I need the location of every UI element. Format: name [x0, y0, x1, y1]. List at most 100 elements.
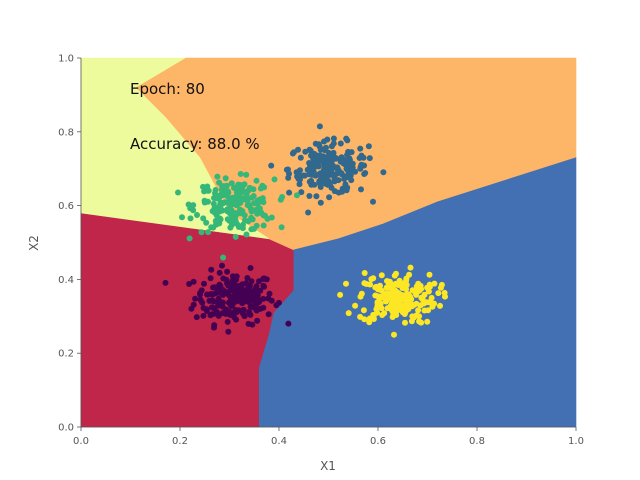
- data-point: [197, 296, 204, 303]
- data-point: [244, 198, 251, 205]
- data-point: [186, 281, 193, 287]
- data-point: [225, 328, 232, 335]
- data-point: [211, 324, 217, 331]
- data-point: [435, 290, 442, 297]
- data-point: [179, 214, 185, 221]
- data-point: [421, 307, 428, 314]
- data-point: [254, 292, 261, 299]
- data-point: [277, 196, 284, 203]
- data-point: [212, 218, 219, 224]
- decision-regions: [80, 57, 577, 428]
- data-point: [338, 170, 345, 177]
- data-point: [366, 319, 373, 326]
- decision-region-class-2: [80, 57, 270, 240]
- data-point: [230, 283, 237, 290]
- data-point: [331, 178, 338, 185]
- data-point: [193, 314, 200, 321]
- data-point: [379, 312, 386, 318]
- data-point: [286, 189, 293, 196]
- y-axis-label: X2: [27, 235, 41, 251]
- data-point: [396, 277, 403, 284]
- data-point: [268, 162, 275, 169]
- data-point: [330, 135, 337, 142]
- y-tick-label: 0.4: [58, 275, 74, 286]
- x-tick-label: 0.2: [172, 436, 188, 447]
- data-point: [204, 291, 211, 298]
- data-point: [431, 280, 438, 287]
- data-point: [237, 210, 244, 217]
- data-point: [215, 295, 222, 302]
- data-point: [221, 185, 228, 192]
- data-point: [392, 311, 399, 318]
- data-point: [260, 282, 267, 289]
- data-point: [357, 313, 364, 320]
- data-point: [385, 284, 392, 291]
- x-axis-label: X1: [320, 459, 336, 473]
- data-point: [213, 290, 220, 296]
- data-point: [337, 291, 344, 298]
- data-point: [215, 299, 222, 306]
- data-point: [356, 155, 363, 161]
- data-point: [323, 176, 330, 183]
- data-point: [207, 275, 214, 282]
- data-point: [370, 313, 377, 320]
- x-tick-label: 0.0: [73, 436, 89, 447]
- data-point: [362, 170, 369, 176]
- data-point: [233, 316, 240, 323]
- data-point: [240, 295, 247, 302]
- x-tick-label: 0.6: [370, 436, 386, 447]
- data-point: [205, 198, 211, 205]
- data-point: [306, 146, 313, 153]
- data-point: [294, 192, 300, 199]
- data-point: [413, 300, 420, 307]
- data-point: [332, 164, 338, 171]
- data-point: [260, 222, 267, 229]
- data-point: [233, 276, 240, 283]
- data-point: [208, 224, 215, 231]
- data-point: [407, 264, 414, 271]
- data-point: [391, 281, 398, 288]
- data-point: [194, 212, 200, 218]
- data-point: [244, 275, 251, 281]
- data-point: [175, 189, 181, 196]
- data-point: [245, 298, 252, 305]
- data-point: [200, 312, 207, 319]
- data-point: [378, 272, 385, 279]
- data-point: [297, 154, 304, 161]
- data-point: [201, 280, 207, 287]
- data-point: [372, 284, 379, 291]
- data-point: [339, 157, 346, 164]
- data-point: [352, 302, 359, 309]
- data-point: [426, 281, 433, 288]
- data-point: [358, 186, 364, 193]
- data-point: [285, 320, 292, 327]
- data-point: [306, 193, 313, 199]
- data-point: [343, 187, 350, 194]
- data-point: [257, 185, 264, 192]
- data-point: [294, 173, 301, 180]
- data-point: [253, 299, 259, 306]
- data-point: [343, 280, 349, 287]
- data-point: [210, 298, 217, 305]
- data-point: [241, 312, 248, 319]
- data-point: [365, 143, 372, 150]
- data-point: [237, 190, 244, 197]
- data-point: [224, 268, 231, 275]
- data-point: [321, 138, 327, 145]
- data-point: [403, 275, 410, 282]
- data-point: [403, 281, 410, 288]
- data-point: [393, 289, 400, 295]
- data-point: [316, 123, 323, 130]
- data-point: [370, 275, 377, 282]
- data-point: [200, 215, 207, 222]
- data-point: [232, 199, 239, 206]
- data-point: [316, 180, 323, 187]
- data-point: [327, 155, 334, 162]
- data-point: [438, 281, 445, 288]
- data-point: [204, 187, 211, 194]
- data-point: [190, 278, 197, 285]
- data-point: [246, 308, 253, 315]
- data-point: [306, 178, 313, 185]
- data-point: [418, 285, 425, 292]
